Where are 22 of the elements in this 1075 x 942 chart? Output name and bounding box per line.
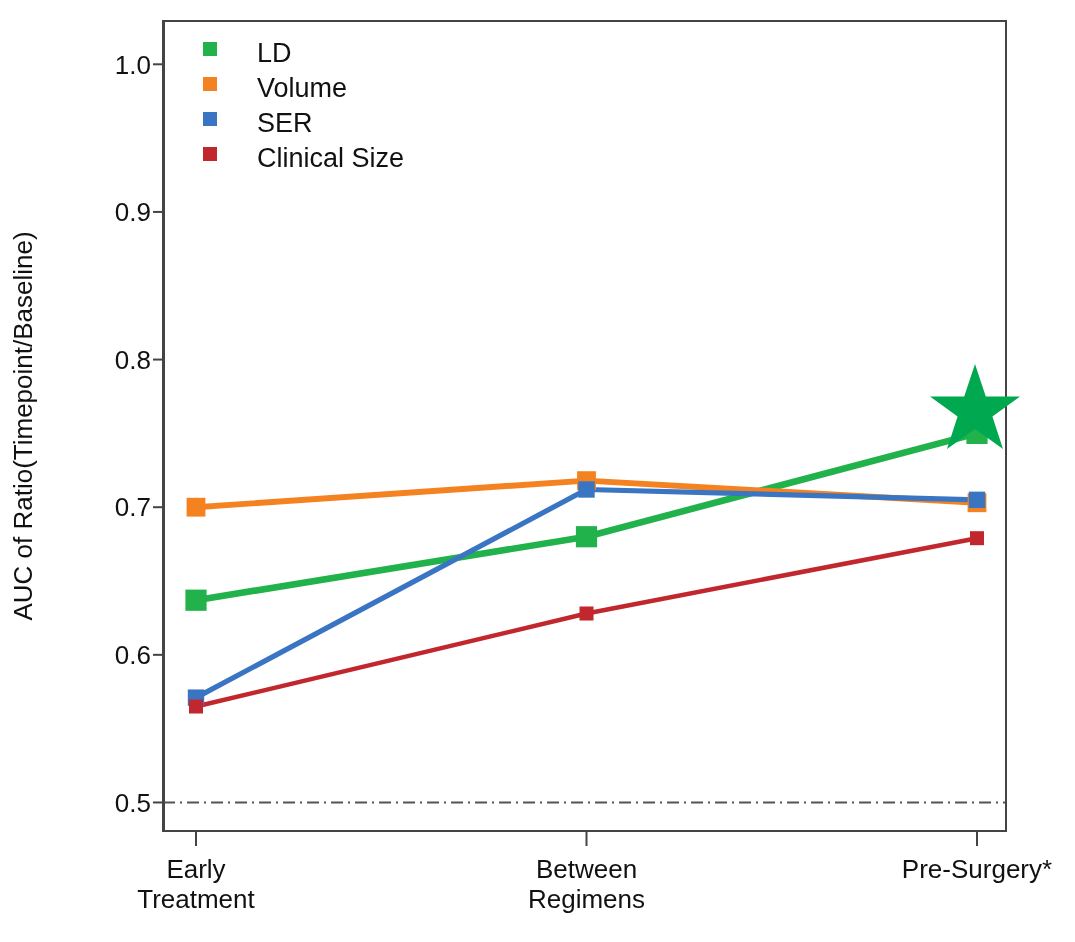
y-tick-label: 0.8 <box>114 344 151 375</box>
legend-label: LD <box>257 38 292 69</box>
legend-label: Clinical Size <box>257 143 405 174</box>
point <box>186 497 206 517</box>
point <box>579 606 594 621</box>
point <box>575 526 598 548</box>
legend-label: SER <box>257 108 313 139</box>
point <box>189 699 203 714</box>
x-tick-label: Between Regimens <box>527 854 646 914</box>
point <box>970 531 984 546</box>
y-tick-label: 0.5 <box>114 787 151 818</box>
y-tick-label: 1.0 <box>114 49 151 80</box>
x-tick-label: Early Treatment <box>137 854 256 914</box>
point <box>968 491 986 509</box>
x-tick-label: Pre-Surgery* <box>901 854 1053 884</box>
legend-label: Volume <box>257 73 348 104</box>
point <box>578 481 595 498</box>
y-tick-label: 0.7 <box>114 492 151 523</box>
y-tick-label: 0.6 <box>114 640 151 671</box>
y-axis-title: AUC of Ratio(Timepoint/Baseline) <box>8 231 39 621</box>
point <box>185 589 207 611</box>
y-tick-label: 0.9 <box>114 197 151 228</box>
